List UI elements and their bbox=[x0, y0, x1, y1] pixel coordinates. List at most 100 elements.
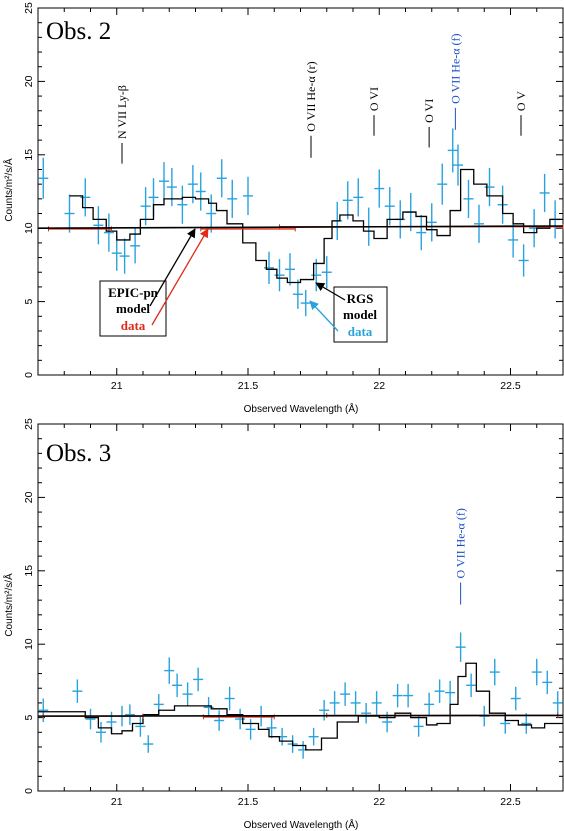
rgs-model-steps bbox=[38, 662, 563, 751]
y-tick-label: 10 bbox=[23, 638, 35, 650]
rgs-data-point bbox=[300, 289, 311, 317]
rgs-data-point bbox=[93, 206, 104, 245]
rgs-data-point bbox=[182, 682, 193, 706]
rgs-data-point bbox=[38, 157, 49, 199]
y-tick-label: 20 bbox=[23, 75, 35, 87]
epic-pn-model-line bbox=[37, 225, 564, 229]
rgs-data-point bbox=[245, 719, 256, 740]
rgs-data-point bbox=[463, 179, 474, 218]
rgs-data-point bbox=[72, 679, 83, 703]
obs-2-xlabel: Observed Wavelength (Å) bbox=[244, 402, 359, 415]
rgs-data-point bbox=[361, 702, 372, 724]
rgs-data-point bbox=[329, 691, 340, 715]
x-tick-label: 21 bbox=[111, 796, 123, 808]
rgs-data-point bbox=[159, 162, 169, 201]
rgs-data-point bbox=[235, 708, 246, 730]
y-tick-label: 5 bbox=[23, 715, 35, 721]
y-tick-label: 0 bbox=[23, 788, 35, 794]
obs-2-ylabel: Counts/m²/s/Å bbox=[2, 158, 15, 222]
rgs-data-point bbox=[455, 632, 466, 662]
rgs-data-point bbox=[350, 691, 361, 715]
plot-frame bbox=[37, 423, 564, 792]
x-tick-label: 21.5 bbox=[238, 380, 259, 392]
rgs-data-point bbox=[274, 259, 285, 292]
obs-3-xlabel: Observed Wavelength (Å) bbox=[244, 818, 359, 831]
rgs-data-point bbox=[143, 735, 154, 753]
rgs-data-point bbox=[447, 128, 458, 173]
x-tick-label: 22 bbox=[373, 380, 385, 392]
rgs-data-arrow bbox=[309, 300, 339, 332]
rgs-data-point bbox=[489, 658, 500, 686]
x-tick-label: 21 bbox=[111, 380, 123, 392]
x-tick-label: 22.5 bbox=[500, 380, 521, 392]
rgs-data-point bbox=[195, 172, 206, 211]
rgs-data-point bbox=[119, 238, 130, 274]
rgs-data-point bbox=[416, 214, 427, 251]
rgs-data-point bbox=[342, 181, 353, 220]
line-label: O VII He-α (f) bbox=[454, 508, 468, 578]
line-label: N VII Ly-β bbox=[115, 85, 129, 139]
rgs-box bbox=[333, 286, 388, 343]
rgs-data-point bbox=[285, 253, 295, 286]
rgs-data-point bbox=[111, 235, 122, 271]
rgs-data-point bbox=[292, 279, 303, 309]
rgs-data-point bbox=[80, 178, 91, 217]
rgs-data-point bbox=[552, 691, 563, 715]
rgs-data-point bbox=[434, 679, 445, 703]
rgs-data-point bbox=[308, 727, 319, 746]
epic-pn-box bbox=[99, 280, 167, 337]
rgs-data-point bbox=[216, 159, 227, 198]
rgs-box-line-1: RGS bbox=[347, 291, 374, 306]
rgs-data-point bbox=[172, 673, 183, 698]
rgs-data-point bbox=[466, 673, 477, 698]
rgs-data-point bbox=[531, 658, 542, 686]
rgs-data-point bbox=[177, 185, 188, 224]
rgs-data-point bbox=[214, 710, 225, 731]
rgs-data-point bbox=[135, 716, 146, 737]
rgs-data-point bbox=[164, 657, 175, 684]
y-tick-label: 25 bbox=[23, 2, 35, 14]
epic-pn-model-arrow bbox=[149, 228, 196, 307]
rgs-data-point bbox=[224, 686, 235, 711]
rgs-data-point bbox=[539, 173, 550, 213]
x-tick-label: 21.5 bbox=[238, 796, 259, 808]
rgs-data-point bbox=[103, 213, 114, 252]
rgs-data-point bbox=[392, 683, 403, 708]
rgs-data-point bbox=[521, 713, 532, 734]
line-label: O VII He-α (r) bbox=[304, 61, 318, 131]
y-tick-label: 25 bbox=[23, 418, 35, 430]
obs-3-title: Obs. 3 bbox=[46, 440, 111, 467]
rgs-data-point bbox=[340, 682, 351, 706]
obs-2-title: Obs. 2 bbox=[46, 18, 111, 45]
y-tick-label: 10 bbox=[23, 222, 35, 234]
rgs-legend: RGS model data bbox=[309, 282, 388, 343]
rgs-data-point bbox=[426, 203, 437, 242]
rgs-model-steps bbox=[69, 168, 563, 284]
rgs-data-point bbox=[424, 692, 435, 717]
rgs-data-point bbox=[96, 722, 106, 743]
y-tick-label: 15 bbox=[23, 149, 35, 161]
line-label: O V bbox=[514, 91, 528, 111]
rgs-data-point bbox=[413, 716, 424, 737]
rgs-data-point bbox=[85, 708, 96, 730]
rgs-data-point bbox=[64, 194, 75, 233]
y-tick-label: 20 bbox=[23, 491, 35, 503]
epic-pn-model-line bbox=[37, 714, 564, 717]
rgs-data-point bbox=[484, 168, 495, 207]
rgs-model-arrow bbox=[315, 282, 346, 301]
y-tick-label: 5 bbox=[23, 299, 35, 305]
line-label: O VI bbox=[422, 99, 436, 123]
rgs-data-point bbox=[474, 204, 484, 243]
epic-pn-box-line-3: data bbox=[121, 318, 146, 333]
y-tick-label: 15 bbox=[23, 565, 35, 577]
epic-pn-box-line-2: model bbox=[116, 301, 150, 316]
rgs-box-line-2: model bbox=[343, 307, 377, 322]
rgs-data-point bbox=[518, 244, 529, 277]
rgs-data-point bbox=[319, 699, 330, 721]
rgs-data-point bbox=[542, 670, 553, 695]
x-tick-label: 22 bbox=[373, 796, 385, 808]
rgs-data-point bbox=[437, 163, 448, 205]
rgs-data-point bbox=[445, 680, 456, 705]
epic-pn-legend: EPIC-pn model data bbox=[99, 228, 209, 337]
